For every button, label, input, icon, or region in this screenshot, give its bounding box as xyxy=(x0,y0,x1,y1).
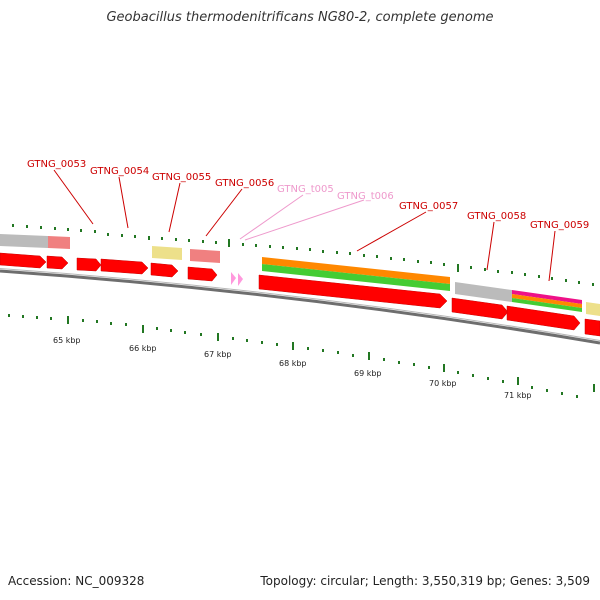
cds-arrow xyxy=(187,266,218,282)
feature-green-2 xyxy=(512,298,582,312)
leader-line-gtng-0059 xyxy=(548,230,556,282)
trna-arrows xyxy=(231,272,243,286)
kbp-label-68: 68 kbp xyxy=(279,359,307,368)
backbone-line xyxy=(0,269,600,345)
outer-feature-ring xyxy=(0,234,600,316)
cds-arrow xyxy=(76,257,102,272)
leader-line-gtng-0054 xyxy=(118,176,129,229)
leader-line-gtng-0057 xyxy=(356,211,427,252)
cds-arrow xyxy=(584,318,600,337)
feature-yellow-2 xyxy=(586,302,600,316)
leader-line-gtng-t005 xyxy=(239,194,304,240)
kbp-label-67: 67 kbp xyxy=(204,350,232,359)
feature-magenta-1 xyxy=(512,290,582,304)
gene-label-gtng-t006[interactable]: GTNG_t006 xyxy=(337,191,394,202)
upper-tick-ring xyxy=(12,224,594,286)
kbp-label-71: 71 kbp xyxy=(504,391,532,400)
trna-arrow xyxy=(231,272,236,285)
cds-arrow xyxy=(150,262,179,278)
cds-arrow xyxy=(46,255,69,270)
genome-stats-text: Topology: circular; Length: 3,550,319 bp… xyxy=(260,574,590,588)
cds-arrow xyxy=(258,274,448,309)
kbp-label-66: 66 kbp xyxy=(129,344,157,353)
kbp-label-65: 65 kbp xyxy=(53,336,81,345)
gene-label-gtng-0058[interactable]: GTNG_0058 xyxy=(467,211,526,222)
gene-label-gtng-0056[interactable]: GTNG_0056 xyxy=(215,178,274,189)
leader-line-gtng-0053 xyxy=(53,169,94,225)
leader-line-gtng-0058 xyxy=(486,221,495,271)
feature-salmon-1 xyxy=(48,236,70,249)
feature-orange-1 xyxy=(262,257,450,284)
leader-lines xyxy=(53,169,556,282)
feature-green-1 xyxy=(262,264,450,291)
gene-label-gtng-0053[interactable]: GTNG_0053 xyxy=(27,159,86,170)
backbone-highlight xyxy=(0,268,600,341)
leader-line-gtng-t006 xyxy=(244,199,365,241)
feature-salmon-2 xyxy=(190,249,220,263)
gene-label-gtng-0054[interactable]: GTNG_0054 xyxy=(90,166,149,177)
feature-yellow-1 xyxy=(152,246,182,260)
feature-orange-2 xyxy=(512,294,582,308)
leader-line-gtng-0056 xyxy=(205,188,243,237)
accession-text: Accession: NC_009328 xyxy=(8,574,145,588)
cds-arrow xyxy=(100,258,149,275)
cds-arrow xyxy=(0,252,47,269)
lower-tick-ring xyxy=(8,314,595,398)
feature-gray-1 xyxy=(0,234,48,248)
gene-label-gtng-0057[interactable]: GTNG_0057 xyxy=(399,201,458,212)
map-title: Geobacillus thermodenitrificans NG80-2, … xyxy=(106,10,494,25)
kbp-label-70: 70 kbp xyxy=(429,379,457,388)
cds-arrow xyxy=(451,297,509,320)
feature-gray-2 xyxy=(455,282,512,302)
trna-arrow xyxy=(238,273,243,286)
leader-line-gtng-0055 xyxy=(168,182,181,233)
kbp-label-69: 69 kbp xyxy=(354,369,382,378)
gene-label-gtng-t005[interactable]: GTNG_t005 xyxy=(277,184,334,195)
gene-label-gtng-0059[interactable]: GTNG_0059 xyxy=(530,220,589,231)
cds-arrows xyxy=(0,252,600,337)
cds-arrow xyxy=(506,305,581,331)
gene-label-gtng-0055[interactable]: GTNG_0055 xyxy=(152,172,211,183)
